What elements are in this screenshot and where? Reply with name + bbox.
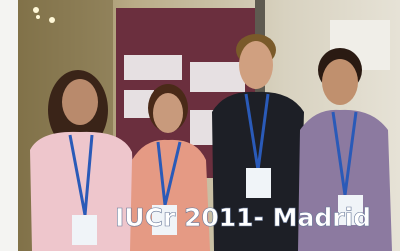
poster-figure [190, 62, 245, 92]
light [33, 7, 39, 13]
face [153, 93, 183, 133]
badge [72, 215, 97, 245]
photo: IUCr 2011- Madrid [0, 0, 400, 251]
light [36, 15, 40, 19]
margin [0, 0, 18, 251]
light [49, 17, 55, 23]
page: IUCr 2011- Madrid [0, 0, 400, 251]
badge [246, 168, 271, 198]
face [62, 79, 98, 125]
face [239, 41, 273, 89]
poster-figure [124, 55, 182, 80]
caption: IUCr 2011- Madrid [115, 203, 371, 232]
face [322, 59, 358, 105]
